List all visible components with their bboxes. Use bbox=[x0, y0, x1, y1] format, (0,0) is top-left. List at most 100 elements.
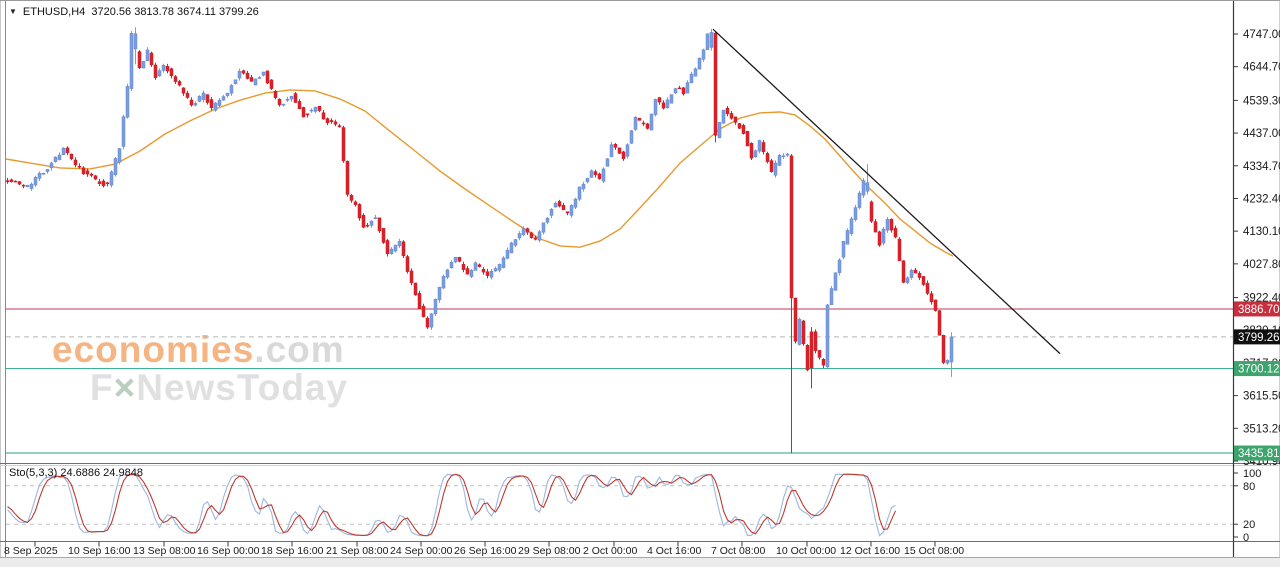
candle bbox=[305, 113, 310, 116]
chart-title-text: ETHUSD,H4 3720.56 3813.78 3674.11 3799.2… bbox=[22, 6, 259, 18]
candle bbox=[625, 144, 630, 157]
stochastic-pane[interactable] bbox=[6, 473, 1233, 537]
candle bbox=[409, 270, 414, 284]
price-tick-label: 4130.10 bbox=[1243, 226, 1280, 238]
time-tick-label: 4 Oct 16:00 bbox=[647, 545, 701, 557]
candle bbox=[253, 78, 258, 86]
candle bbox=[33, 177, 38, 186]
candle bbox=[937, 310, 942, 336]
candle bbox=[389, 248, 394, 255]
candle bbox=[849, 218, 854, 234]
candle bbox=[557, 201, 562, 207]
candle bbox=[249, 77, 254, 82]
price-tick-label: 4027.80 bbox=[1243, 259, 1280, 271]
candle bbox=[713, 32, 718, 136]
candle bbox=[289, 95, 294, 100]
trendline[interactable] bbox=[712, 28, 1061, 355]
sto-scale-label: 80 bbox=[1243, 481, 1255, 493]
candle bbox=[949, 336, 954, 363]
candle bbox=[157, 70, 162, 77]
time-tick-label: 7 Oct 08:00 bbox=[711, 545, 765, 557]
candle bbox=[773, 162, 778, 176]
candle bbox=[697, 57, 702, 70]
candle bbox=[817, 350, 822, 358]
candle bbox=[77, 165, 82, 168]
candle bbox=[741, 125, 746, 134]
sto-signal-line bbox=[7, 473, 897, 537]
candle bbox=[665, 99, 670, 109]
price-badge bbox=[1234, 361, 1280, 377]
candle bbox=[749, 142, 754, 159]
candle bbox=[445, 269, 450, 278]
candle bbox=[473, 262, 478, 271]
candle bbox=[81, 167, 86, 175]
candle bbox=[5, 180, 10, 183]
candle bbox=[485, 271, 490, 276]
candle bbox=[477, 264, 482, 267]
candle bbox=[765, 153, 770, 162]
candle bbox=[397, 241, 402, 247]
sto-main-line bbox=[7, 473, 896, 537]
candle bbox=[337, 125, 342, 128]
candle bbox=[649, 113, 654, 131]
candle bbox=[417, 293, 422, 309]
candle bbox=[661, 102, 666, 109]
candle bbox=[245, 72, 250, 79]
candle bbox=[549, 208, 554, 216]
sto-scale-label: 20 bbox=[1243, 519, 1255, 531]
candle bbox=[577, 186, 582, 200]
price-tick-label: 4747.00 bbox=[1243, 29, 1280, 41]
candle bbox=[593, 171, 598, 175]
candle bbox=[901, 260, 906, 283]
time-tick-label: 24 Sep 00:00 bbox=[390, 545, 453, 557]
window-bottom-strip bbox=[0, 557, 1280, 567]
candle bbox=[361, 214, 366, 228]
candle bbox=[161, 65, 166, 71]
candle bbox=[149, 52, 154, 66]
time-tick-label: 16 Sep 00:00 bbox=[197, 545, 260, 557]
price-tick-label: 4437.00 bbox=[1243, 128, 1280, 140]
candle bbox=[525, 228, 530, 233]
candle bbox=[645, 123, 650, 129]
candle bbox=[429, 313, 434, 328]
candle bbox=[653, 99, 658, 115]
candle bbox=[561, 205, 566, 211]
candle bbox=[657, 97, 662, 103]
candle bbox=[169, 68, 174, 77]
candle bbox=[317, 105, 322, 111]
candle bbox=[701, 49, 706, 60]
candle bbox=[677, 87, 682, 90]
time-tick-label: 29 Sep 08:00 bbox=[518, 545, 581, 557]
candle bbox=[57, 154, 62, 160]
sto-scale-label: 100 bbox=[1243, 468, 1261, 480]
candle bbox=[733, 116, 738, 123]
candle bbox=[497, 264, 502, 271]
plot-edge-left bbox=[5, 1, 6, 557]
price-tick-label: 4334.70 bbox=[1243, 161, 1280, 173]
candle bbox=[425, 318, 430, 328]
price-axis[interactable]: 4747.00 4644.70 4539.30 4437.00 4334.70 4232.… bbox=[1232, 1, 1280, 557]
candle bbox=[725, 107, 730, 115]
candle bbox=[541, 222, 546, 233]
candle bbox=[681, 87, 686, 95]
chart-menu-dropdown-icon[interactable]: ▼ bbox=[9, 7, 17, 16]
time-tick-label: 10 Oct 00:00 bbox=[776, 545, 836, 557]
candle bbox=[357, 204, 362, 219]
candle bbox=[753, 150, 758, 157]
time-axis[interactable]: 8 Sep 2025 10 Sep 16:00 13 Sep 08:00 16 Sep… bbox=[4, 541, 964, 558]
sto-scale-label: 0 bbox=[1243, 532, 1249, 544]
candle bbox=[785, 153, 790, 156]
candle bbox=[521, 228, 526, 236]
candle bbox=[177, 81, 182, 86]
candle bbox=[889, 218, 894, 231]
candle bbox=[281, 103, 286, 106]
candle bbox=[729, 113, 734, 119]
candle bbox=[21, 184, 26, 187]
candle bbox=[469, 269, 474, 277]
candle bbox=[101, 180, 106, 187]
candle bbox=[413, 282, 418, 296]
candle bbox=[49, 162, 54, 169]
candle bbox=[181, 87, 186, 94]
